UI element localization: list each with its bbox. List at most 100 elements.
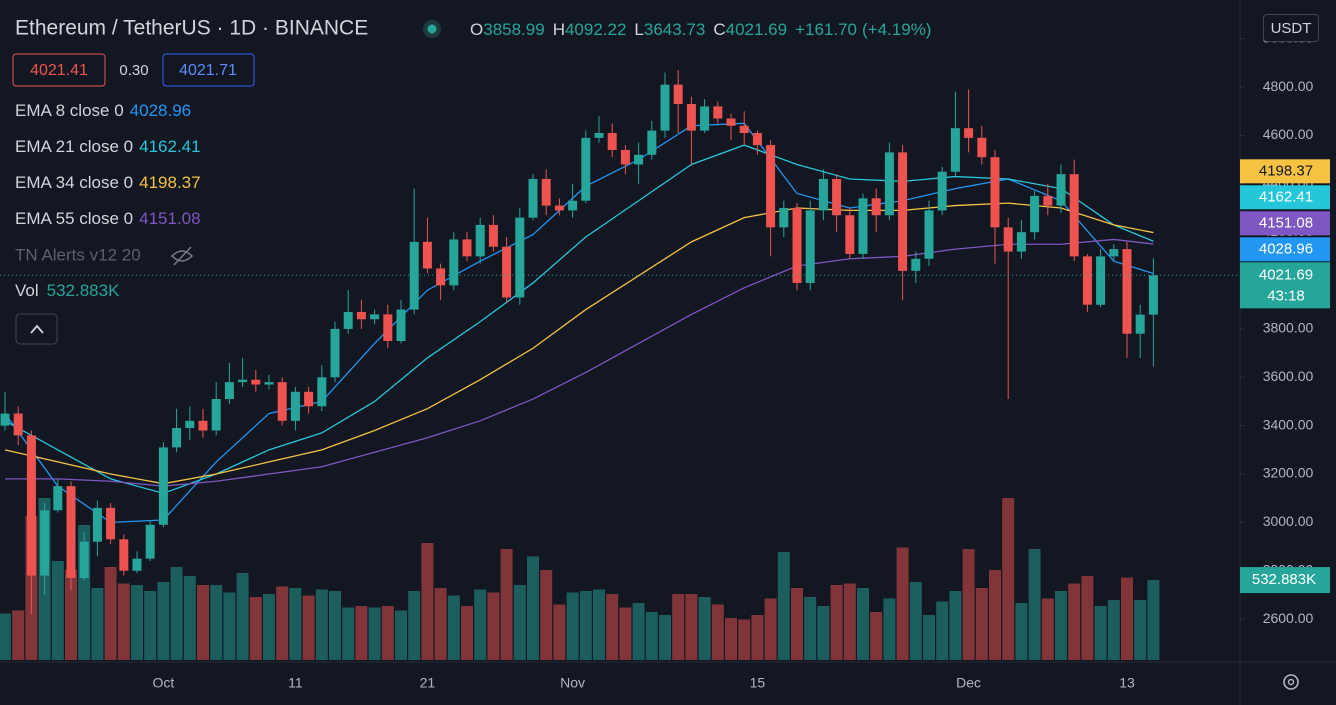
volume-bar [276,586,289,660]
candle-body [119,539,129,571]
gear-icon [1283,674,1299,690]
candle-body [396,309,406,342]
x-tick-label: 13 [1119,675,1135,691]
candle-body [950,128,960,172]
volume-bar [896,547,909,660]
candle-body [449,239,459,286]
candle-body [475,224,485,257]
ema-name: EMA 34 close 0 [15,173,133,192]
volume-bar [144,591,157,660]
candle-body [290,391,300,421]
candle-body [739,125,749,134]
ohlc-label: L [634,20,643,39]
last-price-tag [1240,262,1330,309]
x-tick-label: 15 [750,675,766,691]
volume-bar [672,594,685,660]
volume-bar [210,585,223,660]
volume-bar [553,604,566,660]
volume-bar [540,570,553,660]
y-tick-label: 4800.00 [1263,78,1314,94]
candle-body [700,106,710,131]
candle-body [713,106,723,119]
candle-body [594,133,604,138]
candle-body [832,178,842,216]
candle-body [607,133,617,150]
ema-value: 4151.08 [139,209,200,228]
spread: 0.30 [119,62,148,79]
hidden-icon[interactable] [170,246,194,266]
volume-bar [474,589,487,660]
ohlc-value: 4021.69 [726,20,787,39]
volume-bar [527,556,539,660]
ema-line [4,202,1154,485]
currency-button[interactable]: USDT [1263,14,1319,42]
volume-bar [434,588,447,660]
candle-body [53,486,63,511]
candle-body [1069,174,1079,257]
candle-body [1082,256,1092,305]
volume-bar [804,597,817,660]
candle-body [884,152,894,216]
y-tick-label: 3000.00 [1263,513,1314,529]
volume-bar [1068,583,1081,660]
volume-bar [395,610,407,660]
volume-bar [923,615,935,660]
x-tick-label: Oct [153,675,175,691]
volume-bar [975,588,988,660]
candle-body [726,118,736,126]
candle-body [26,435,36,576]
ema-price-tag [1240,185,1330,210]
volume-bar [949,591,962,660]
ohlc-value: 3858.99 [483,20,544,39]
volume-bar [51,561,64,660]
candle-body [1122,249,1132,334]
volume-bar [711,604,724,660]
volume-bar [830,585,843,660]
volume-bar [817,606,830,660]
ema-price-tag [1240,159,1330,184]
countdown: 43:18 [1267,287,1305,304]
bid-box[interactable] [12,53,106,87]
ema-price-label: 4028.96 [1259,240,1313,257]
collapse-button[interactable] [15,313,58,345]
volume-bar [909,582,922,660]
candle-body [924,210,934,259]
volume-value: 532.883K [47,281,120,300]
volume-bar [421,543,434,660]
candle-body [211,399,221,431]
y-tick-label: 3600.00 [1263,368,1314,384]
collapse-icon [30,324,44,334]
candle-body [488,224,498,247]
candle-body [356,311,366,320]
settings-button[interactable] [1283,674,1299,690]
volume-bar [659,615,671,660]
plot-area [0,70,1240,660]
volume-bar [593,589,605,660]
candle-body [871,198,881,216]
volume-bar [632,603,645,660]
ask-box[interactable] [162,53,255,87]
ask: 4021.71 [179,62,237,79]
candle-body [462,239,472,257]
ema-legend-row: EMA 55 close 0 4151.08 [15,209,201,228]
candle-body [304,391,314,407]
volume-bar [1028,549,1041,660]
volume-bar [685,594,698,660]
volume-bar [263,594,275,660]
candle-body [779,207,789,228]
candle-body [224,382,234,400]
candle-body [528,178,538,218]
volume-bar [249,597,262,660]
candle-body [937,171,947,211]
candle-body [198,420,208,431]
volume-bar [368,607,381,660]
candle-body [990,157,1000,228]
volume-tag-label: 532.883K [1252,571,1316,588]
volume-bar [513,585,526,660]
candle-body [502,246,512,298]
candle-body [858,198,868,254]
candle-body [13,413,23,436]
candle-body [158,447,168,525]
volume-bar [381,606,394,660]
